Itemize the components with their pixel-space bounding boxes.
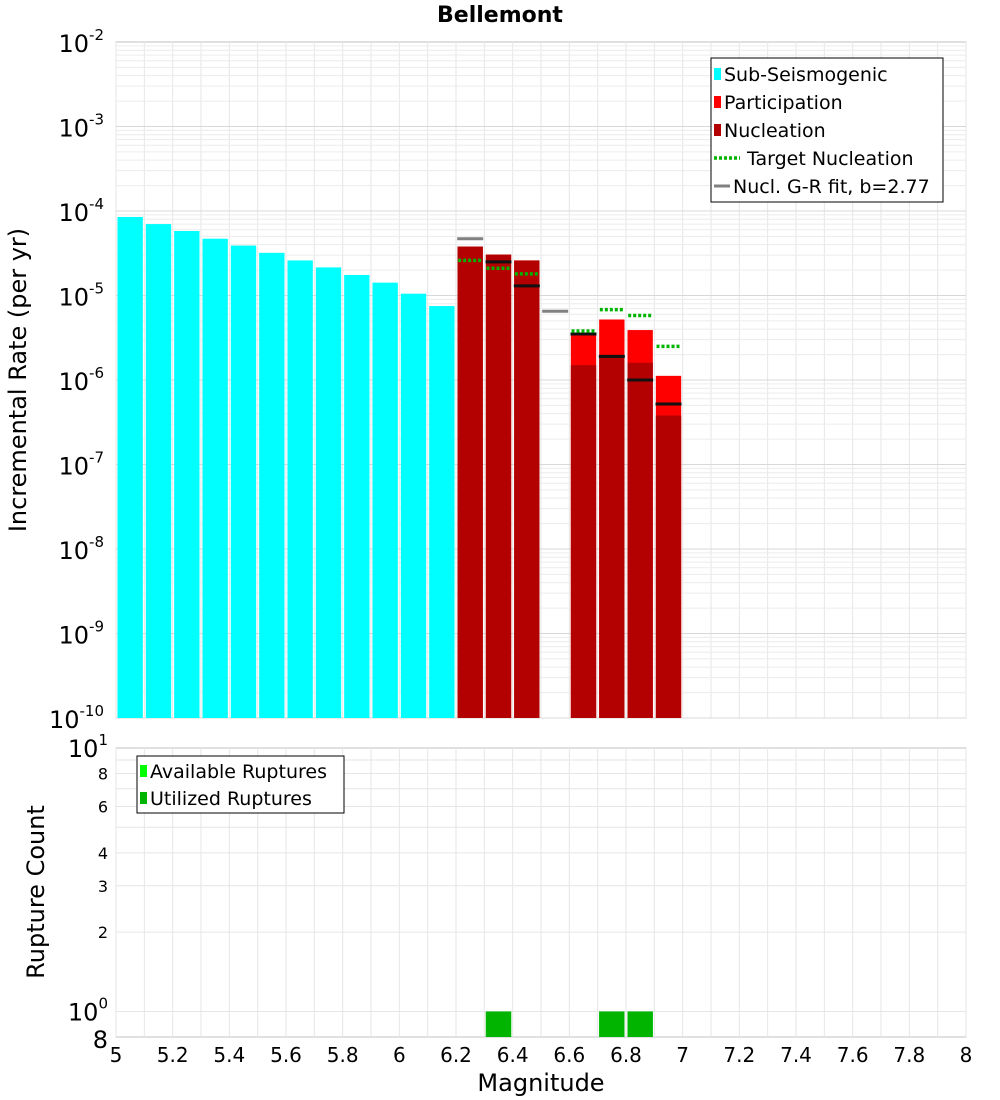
legend-label: Nucl. G-R fit, b=2.77 (733, 176, 930, 198)
rate-target-and-fit-marks (457, 237, 682, 406)
rupture-count-y-axis-label: Rupture Count (22, 805, 50, 979)
x-tick-label: 6 (393, 1043, 406, 1067)
x-tick-label: 6.2 (440, 1043, 472, 1067)
count-y-tick-label: 8 (93, 1026, 108, 1054)
count-y-tick-label: 101 (68, 731, 108, 763)
count-y-tick-label: 3 (98, 877, 108, 896)
rate-y-tick-label: 10-3 (58, 111, 104, 143)
x-tick-label: 8 (960, 1043, 973, 1067)
x-tick-label: 7.6 (837, 1043, 869, 1067)
rate-y-tick-label: 10-5 (58, 280, 104, 312)
rate-legend: Sub-Seismogenic Participation Nucleation Ta… (710, 57, 944, 203)
rate-y-tick-label: 10-4 (58, 195, 104, 227)
legend-label: Target Nucleation (746, 148, 914, 170)
legend-swatch (714, 96, 721, 108)
utilized-ruptures-bar (599, 1011, 625, 1037)
nucleation-bar (485, 254, 512, 718)
sub-seismogenic-bar (287, 260, 313, 718)
rate-y-tick-label: 10-9 (58, 618, 104, 650)
sub-seismogenic-bar (344, 274, 370, 718)
legend-swatch (140, 792, 147, 804)
rate-y-tick-label: 10-10 (49, 702, 104, 734)
rate-y-tick-label: 10-6 (58, 364, 104, 396)
x-tick-label: 7.2 (723, 1043, 755, 1067)
nucleation-bar (570, 365, 597, 718)
count-y-tick-label: 8 (98, 765, 108, 784)
sub-seismogenic-bar (202, 238, 228, 718)
x-tick-label: 6.4 (497, 1043, 529, 1067)
sub-seismogenic-bar (315, 267, 342, 718)
legend-label: Utilized Ruptures (150, 788, 312, 810)
sub-seismogenic-bar (117, 216, 143, 718)
rate-y-axis-label: Incremental Rate (per yr) (4, 228, 32, 532)
utilized-ruptures-bar (485, 1011, 512, 1037)
rate-legend-box (710, 57, 944, 203)
sub-seismogenic-bar (429, 306, 455, 718)
count-y-tick-label: 2 (98, 923, 108, 942)
x-tick-label: 5.4 (213, 1043, 245, 1067)
nucleation-bar (457, 246, 483, 718)
x-tick-label: 6.6 (553, 1043, 585, 1067)
legend-label: Participation (724, 92, 843, 114)
rupture-count-legend: Available Ruptures Utilized Ruptures (136, 755, 345, 814)
chart-title: Bellemont (437, 3, 563, 28)
nucleation-bar (599, 354, 625, 718)
rate-panel: 10-2 10-3 10-4 10-5 10-6 10-7 10-8 10-9 10-10 In… (4, 26, 967, 734)
legend-swatch (714, 68, 721, 80)
count-y-tick-label: 100 (68, 994, 108, 1026)
sub-seismogenic-bar (400, 293, 427, 718)
x-tick-label: 6.8 (610, 1043, 642, 1067)
nucleation-bar (655, 415, 682, 718)
rate-y-tick-label: 10-8 (58, 533, 104, 565)
legend-swatch (140, 765, 147, 777)
x-tick-label: 5 (110, 1043, 123, 1067)
x-tick-label: 7.8 (893, 1043, 925, 1067)
x-tick-label: 5.6 (270, 1043, 302, 1067)
sub-seismogenic-bar (230, 245, 257, 718)
sub-seismogenic-bar (259, 252, 285, 718)
count-legend-box (136, 755, 345, 814)
utilized-ruptures-bar (627, 1011, 653, 1037)
x-tick-label: 7 (676, 1043, 689, 1067)
x-tick-label: 5.2 (157, 1043, 189, 1067)
x-tick-label: 5.8 (327, 1043, 359, 1067)
legend-label: Available Ruptures (150, 761, 327, 783)
sub-seismogenic-bar (145, 224, 172, 718)
rate-y-tick-labels: 10-2 10-3 10-4 10-5 10-6 10-7 10-8 10-9 10-10 (49, 26, 104, 734)
rate-bars (117, 216, 682, 718)
nucleation-bar (514, 260, 540, 718)
rupture-count-bars (485, 1011, 653, 1037)
x-tick-label: 7.4 (780, 1043, 812, 1067)
sub-seismogenic-bar (174, 230, 200, 718)
magnitude-x-tick-labels: 5 5.2 5.4 5.6 5.8 6 6.2 6.4 6.6 6.8 7 7.2 7.4 7.6 7.8 8 (110, 1043, 973, 1067)
nucleation-bar (627, 362, 653, 718)
legend-swatch (714, 124, 721, 136)
count-y-tick-label: 4 (98, 844, 108, 863)
rate-y-tick-label: 10-7 (58, 449, 104, 481)
sub-seismogenic-bar (372, 282, 398, 718)
rate-y-tick-label: 10-2 (58, 26, 104, 58)
count-y-tick-label: 6 (98, 797, 108, 816)
legend-label: Nucleation (724, 120, 826, 142)
x-axis-label: Magnitude (477, 1069, 604, 1097)
legend-label: Sub-Seismogenic (724, 64, 888, 86)
